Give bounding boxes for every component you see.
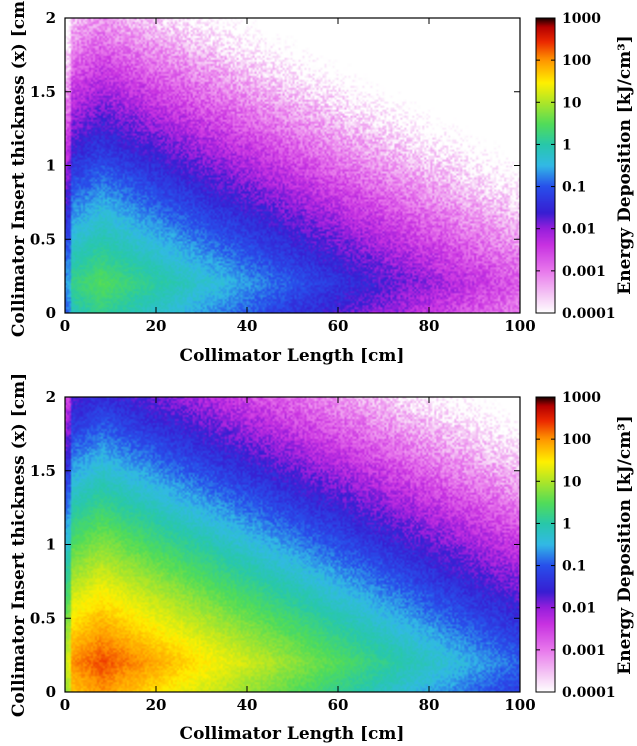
colorbar-tick-label: 1000 (562, 11, 601, 27)
axis-ticks-bottom: 0 20 40 60 80 100 0 0.5 1 1.5 2 (30, 388, 536, 714)
colorbar-tick-label: 10 (562, 95, 582, 111)
colorbar-ticks-bottom: 1000 100 10 1 0.1 0.01 0.001 0.0001 (536, 390, 616, 701)
colorbar-ticks-top: 1000 100 10 1 0.1 0.01 0.001 0.0001 (536, 11, 616, 322)
y-tick-label: 1 (46, 157, 56, 175)
y-axis-label-top: Collimator Insert thickness (x) [cm] (9, 0, 29, 337)
colorbar-top (536, 18, 555, 313)
y-tick-label: 0.5 (30, 230, 56, 248)
y-tick-label: 0.5 (30, 609, 56, 627)
y-tick-label: 1.5 (30, 83, 56, 101)
y-tick-label: 2 (46, 9, 56, 27)
x-tick-label: 0 (60, 317, 70, 335)
x-tick-label: 100 (504, 696, 535, 714)
x-tick-label: 100 (504, 317, 535, 335)
y-tick-label: 1.5 (30, 462, 56, 480)
heatmap-top (65, 18, 520, 313)
colorbar-tick-label: 0.001 (562, 264, 606, 280)
colorbar-label-top: Energy Deposition [kJ/cm³] (615, 35, 635, 294)
x-tick-label: 80 (419, 317, 440, 335)
x-tick-label: 40 (237, 317, 258, 335)
colorbar-bottom (536, 397, 555, 692)
y-tick-label: 0 (46, 683, 56, 701)
heatmap-bottom (65, 397, 520, 692)
x-tick-label: 20 (146, 317, 167, 335)
colorbar-tick-label: 0.0001 (562, 306, 616, 322)
colorbar-tick-label: 1 (562, 137, 572, 153)
x-tick-label: 20 (146, 696, 167, 714)
colorbar-tick-label: 0.1 (562, 559, 586, 575)
colorbar-tick-label: 100 (562, 432, 591, 448)
y-axis-label-bottom: Collimator Insert thickness (x) [cm] (9, 373, 29, 717)
colorbar-tick-label: 0.01 (562, 601, 596, 617)
y-tick-label: 2 (46, 388, 56, 406)
colorbar-label-bottom: Energy Deposition [kJ/cm³] (615, 415, 635, 674)
colorbar-tick-label: 0.001 (562, 643, 606, 659)
x-tick-label: 0 (60, 696, 70, 714)
x-axis-label-bottom: Collimator Length [cm] (180, 724, 405, 744)
x-tick-label: 60 (328, 696, 349, 714)
y-tick-label: 1 (46, 536, 56, 554)
colorbar-frame-top (535, 17, 556, 314)
y-tick-label: 0 (46, 304, 56, 322)
colorbar-tick-label: 100 (562, 53, 591, 69)
colorbar-tick-label: 1 (562, 516, 572, 532)
x-axis-label-top: Collimator Length [cm] (180, 346, 405, 366)
colorbar-tick-label: 1000 (562, 390, 601, 406)
colorbar-tick-label: 0.0001 (562, 685, 616, 701)
x-tick-label: 40 (237, 696, 258, 714)
axis-ticks-top: 0 20 40 60 80 100 0 0.5 1 1.5 2 (30, 9, 536, 335)
colorbar-tick-label: 0.1 (562, 180, 586, 196)
x-tick-label: 80 (419, 696, 440, 714)
colorbar-frame-bottom (535, 396, 556, 693)
x-tick-label: 60 (328, 317, 349, 335)
colorbar-tick-label: 0.01 (562, 222, 596, 238)
colorbar-tick-label: 10 (562, 474, 582, 490)
